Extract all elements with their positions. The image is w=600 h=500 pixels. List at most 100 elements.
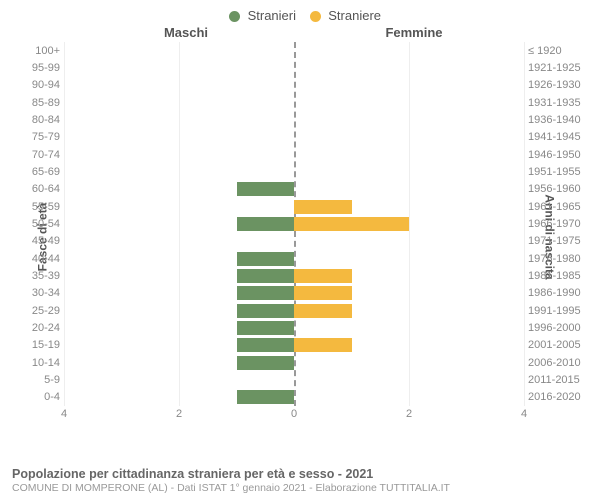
age-row: 50-541966-1970 <box>64 215 524 232</box>
female-half <box>294 250 524 267</box>
bar-female <box>294 269 352 283</box>
y-tick-left: 100+ <box>14 45 60 57</box>
male-half <box>64 250 294 267</box>
male-half <box>64 129 294 146</box>
legend-swatch-female <box>310 11 321 22</box>
male-half <box>64 59 294 76</box>
female-half <box>294 111 524 128</box>
x-tick: 0 <box>291 408 297 420</box>
y-tick-left: 60-64 <box>14 183 60 195</box>
age-row: 5-92011-2015 <box>64 371 524 388</box>
legend-label-female: Straniere <box>328 8 381 23</box>
age-row: 75-791941-1945 <box>64 129 524 146</box>
y-tick-right: 1956-1960 <box>528 183 586 195</box>
y-tick-left: 20-24 <box>14 322 60 334</box>
female-half <box>294 42 524 59</box>
y-tick-left: 10-14 <box>14 357 60 369</box>
age-row: 60-641956-1960 <box>64 181 524 198</box>
age-row: 85-891931-1935 <box>64 94 524 111</box>
male-half <box>64 163 294 180</box>
male-half <box>64 389 294 406</box>
y-tick-right: 1951-1955 <box>528 166 586 178</box>
column-title-female: Femmine <box>300 25 588 40</box>
male-half <box>64 42 294 59</box>
column-titles: Maschi Femmine <box>12 25 588 40</box>
female-half <box>294 389 524 406</box>
y-tick-left: 40-44 <box>14 253 60 265</box>
y-tick-right: 2001-2005 <box>528 339 586 351</box>
y-tick-left: 70-74 <box>14 149 60 161</box>
x-axis: 4 2 0 2 4 <box>64 408 524 424</box>
female-half <box>294 163 524 180</box>
y-tick-right: 1961-1965 <box>528 201 586 213</box>
y-tick-left: 25-29 <box>14 305 60 317</box>
bar-male <box>237 390 295 404</box>
y-tick-right: ≤ 1920 <box>528 45 586 57</box>
y-tick-right: 1971-1975 <box>528 235 586 247</box>
male-half <box>64 233 294 250</box>
male-half <box>64 215 294 232</box>
female-half <box>294 198 524 215</box>
age-row: 40-441976-1980 <box>64 250 524 267</box>
bar-female <box>294 200 352 214</box>
y-tick-right: 2006-2010 <box>528 357 586 369</box>
male-half <box>64 146 294 163</box>
y-tick-right: 1986-1990 <box>528 287 586 299</box>
y-tick-left: 30-34 <box>14 287 60 299</box>
female-half <box>294 337 524 354</box>
y-tick-right: 1926-1930 <box>528 79 586 91</box>
female-half <box>294 129 524 146</box>
y-tick-right: 1921-1925 <box>528 62 586 74</box>
y-tick-right: 1931-1935 <box>528 97 586 109</box>
x-tick: 2 <box>406 408 412 420</box>
female-half <box>294 302 524 319</box>
y-tick-left: 80-84 <box>14 114 60 126</box>
bar-female <box>294 217 409 231</box>
y-tick-left: 55-59 <box>14 201 60 213</box>
female-half <box>294 354 524 371</box>
bar-male <box>237 338 295 352</box>
age-row: 45-491971-1975 <box>64 233 524 250</box>
male-half <box>64 337 294 354</box>
chart-title: Popolazione per cittadinanza straniera p… <box>12 467 588 481</box>
y-tick-right: 2016-2020 <box>528 391 586 403</box>
bar-female <box>294 304 352 318</box>
chart-area: Fasce di età Anni di nascita 100+≤ 19209… <box>12 42 588 432</box>
age-row: 35-391981-1985 <box>64 267 524 284</box>
chart-footer: Popolazione per cittadinanza straniera p… <box>12 467 588 494</box>
male-half <box>64 285 294 302</box>
female-half <box>294 215 524 232</box>
bar-male <box>237 269 295 283</box>
male-half <box>64 111 294 128</box>
female-half <box>294 267 524 284</box>
y-tick-left: 45-49 <box>14 235 60 247</box>
bar-male <box>237 217 295 231</box>
age-row: 65-691951-1955 <box>64 163 524 180</box>
x-tick: 2 <box>176 408 182 420</box>
y-tick-right: 1936-1940 <box>528 114 586 126</box>
legend: Stranieri Straniere <box>12 8 588 23</box>
x-tick: 4 <box>521 408 527 420</box>
male-half <box>64 302 294 319</box>
legend-swatch-male <box>229 11 240 22</box>
female-half <box>294 285 524 302</box>
gridline <box>524 42 525 406</box>
bar-female <box>294 338 352 352</box>
y-tick-left: 50-54 <box>14 218 60 230</box>
y-tick-right: 1966-1970 <box>528 218 586 230</box>
y-tick-left: 85-89 <box>14 97 60 109</box>
y-tick-left: 65-69 <box>14 166 60 178</box>
bar-female <box>294 286 352 300</box>
female-half <box>294 371 524 388</box>
y-tick-right: 1996-2000 <box>528 322 586 334</box>
x-tick: 4 <box>61 408 67 420</box>
female-half <box>294 146 524 163</box>
chart-subtitle: COMUNE DI MOMPERONE (AL) - Dati ISTAT 1°… <box>12 482 588 494</box>
bar-male <box>237 252 295 266</box>
bar-male <box>237 321 295 335</box>
male-half <box>64 94 294 111</box>
y-tick-left: 0-4 <box>14 391 60 403</box>
female-half <box>294 77 524 94</box>
age-row: 10-142006-2010 <box>64 354 524 371</box>
female-half <box>294 94 524 111</box>
